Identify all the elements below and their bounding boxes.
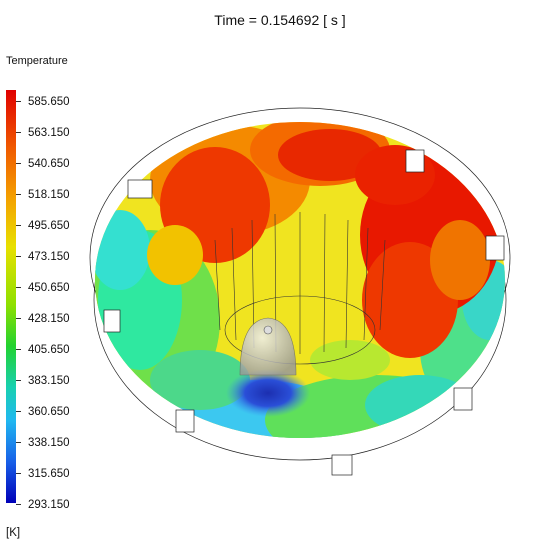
- legend-tick-7: 450.650: [16, 282, 70, 294]
- legend-tick-6: 473.150: [16, 251, 70, 263]
- legend-tick-8: 428.150: [16, 313, 70, 325]
- legend-tick-10: 383.150: [16, 375, 70, 387]
- legend-tick-3: 540.650: [16, 158, 70, 170]
- casing-notches: [103, 149, 505, 476]
- liner-wireframe: [214, 212, 386, 365]
- legend-tick-12: 338.150: [16, 437, 70, 449]
- legend-tick-1: 585.650: [16, 96, 70, 108]
- plot-title: Time = 0.154692 [ s ]: [214, 12, 346, 28]
- legend-tick-4: 518.150: [16, 189, 70, 201]
- legend-tick-2: 563.150: [16, 127, 70, 139]
- color-scale-bar: [6, 90, 16, 503]
- legend-tick-11: 360.650: [16, 406, 70, 418]
- unit-label: [K]: [6, 527, 21, 539]
- legend-tick-9: 405.650: [16, 344, 70, 356]
- legend-tick-5: 495.650: [16, 220, 70, 232]
- fuel-nozzle: [239, 317, 297, 376]
- legend-tick-13: 315.650: [16, 468, 70, 480]
- legend-title: Temperature: [6, 55, 68, 67]
- legend-tick-14: 293.150: [16, 499, 70, 511]
